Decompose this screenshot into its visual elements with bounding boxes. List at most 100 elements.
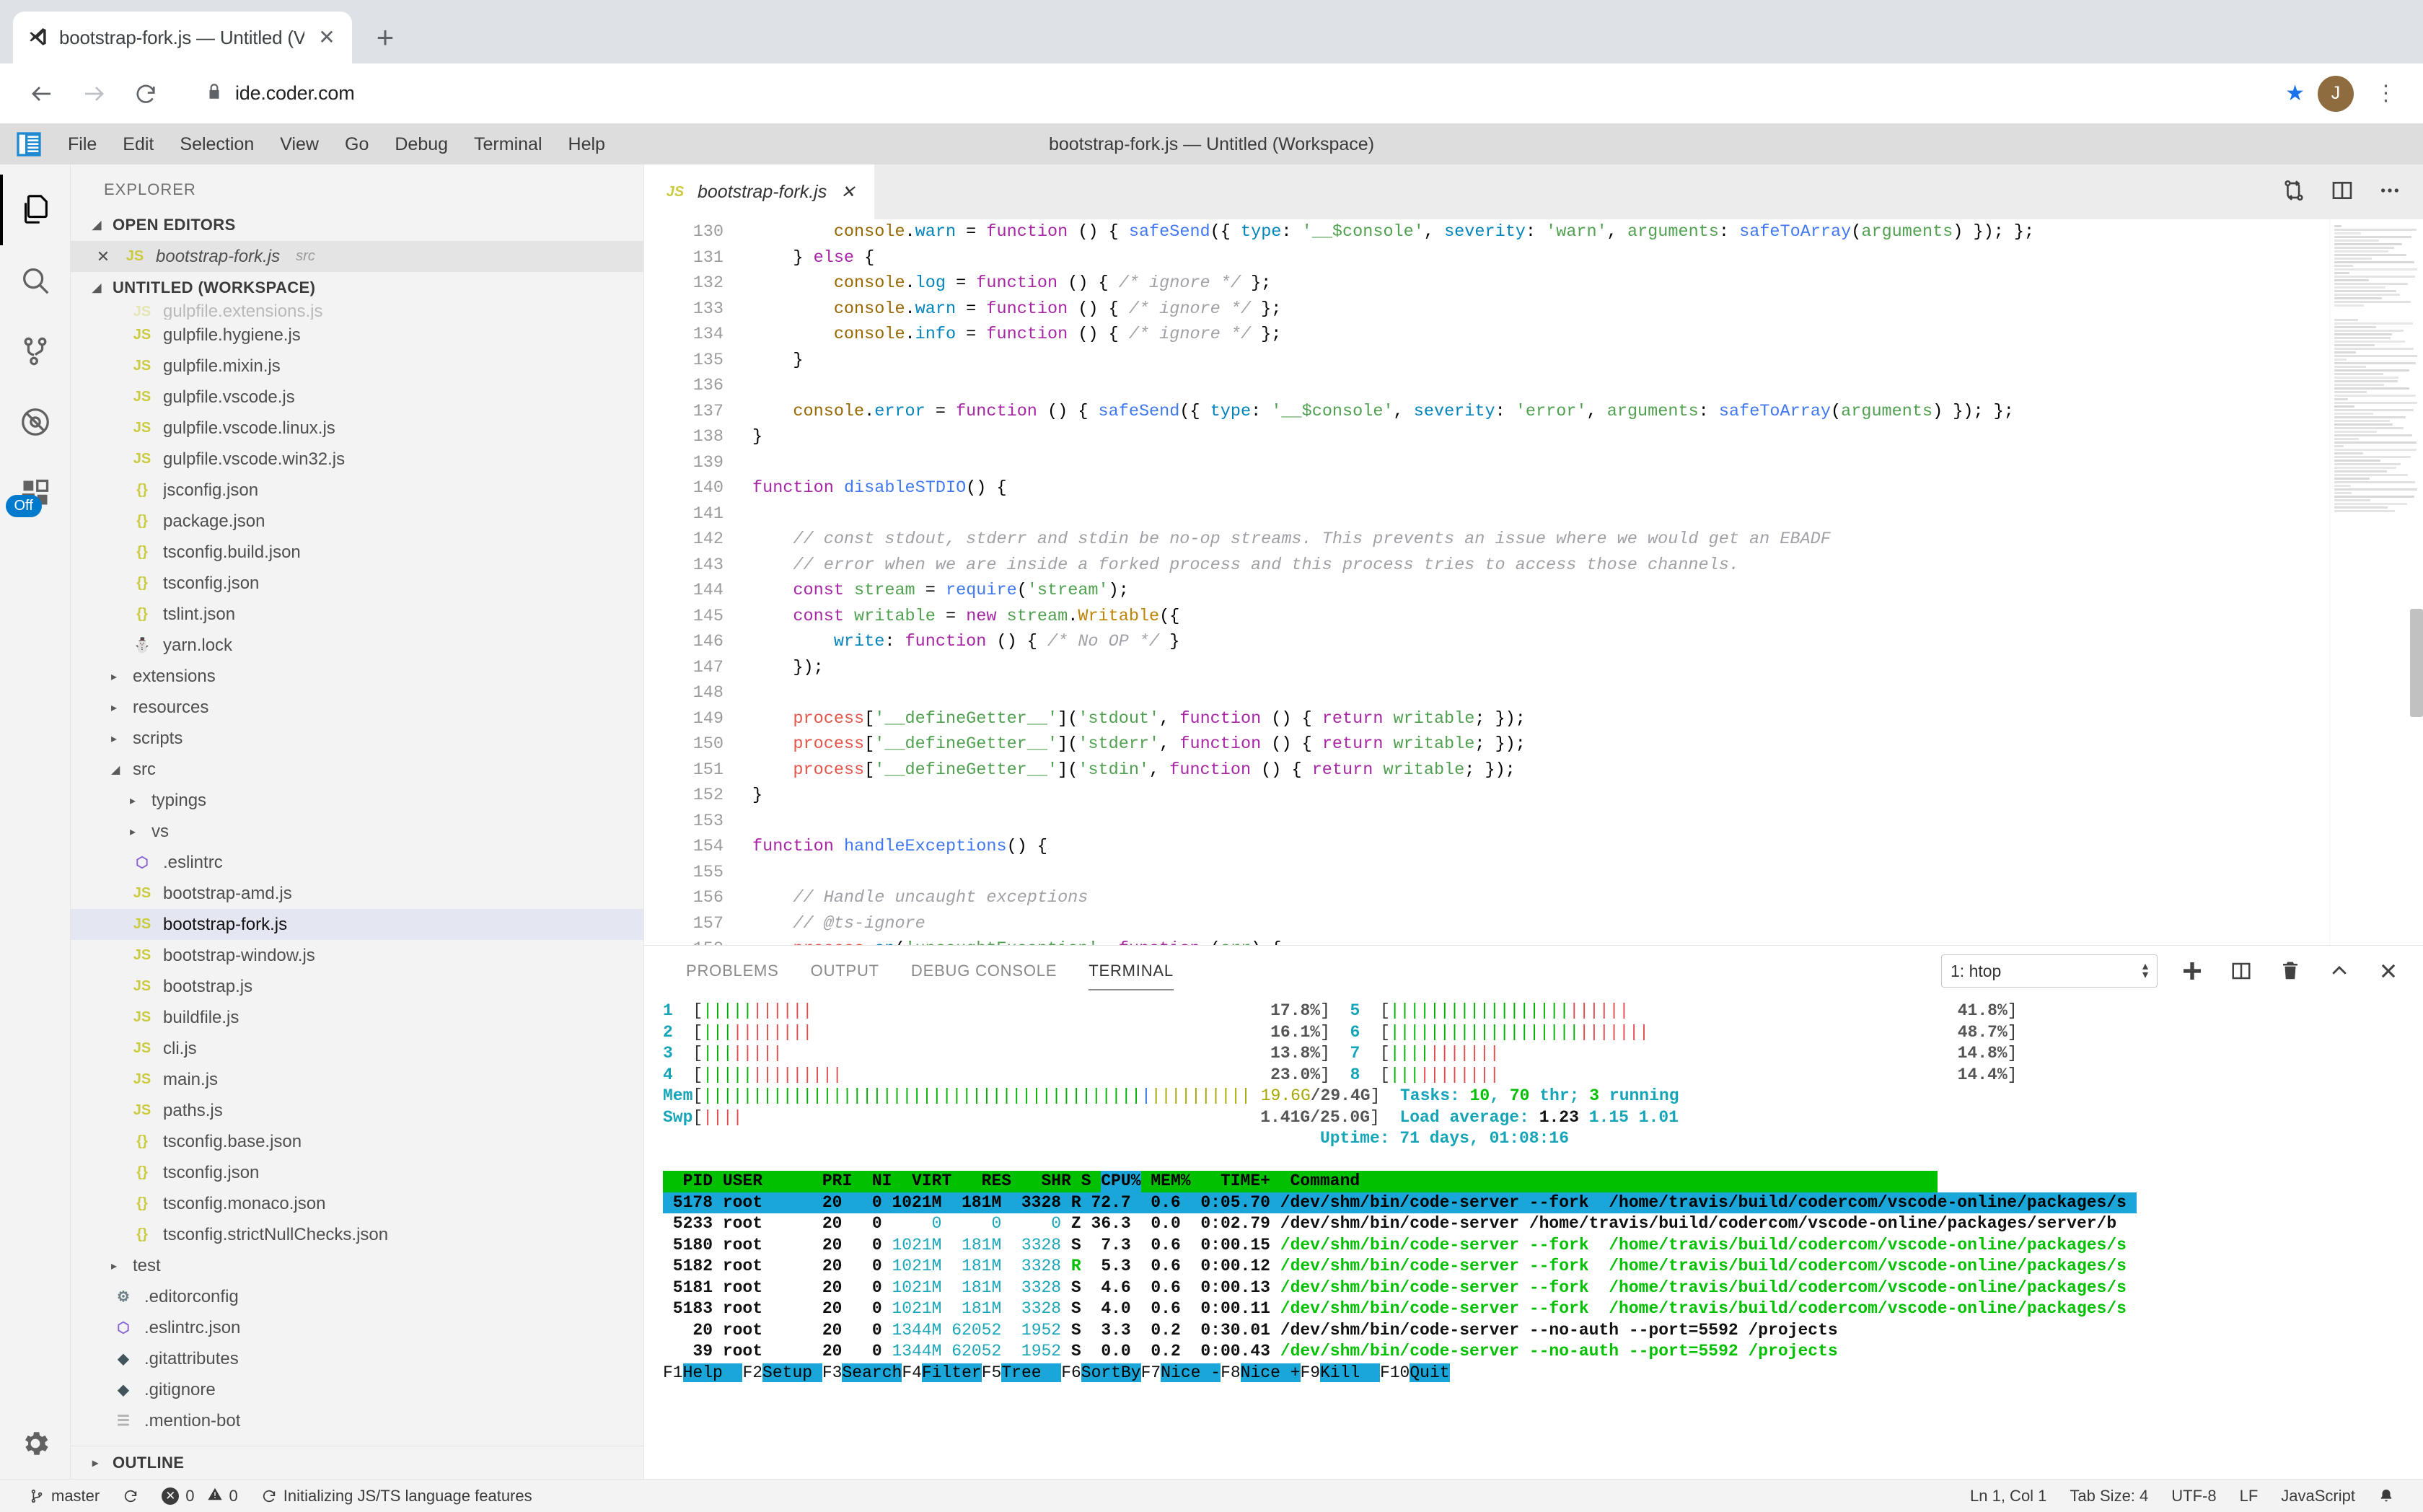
chevron-down-icon[interactable]: ◢ — [111, 763, 120, 776]
chevron-right-icon[interactable]: ▸ — [111, 670, 118, 683]
file-tree-row[interactable]: ▸ typings — [71, 785, 643, 816]
open-editor-row[interactable]: ✕ JS bootstrap-fork.js src — [71, 241, 643, 272]
chevron-right-icon[interactable]: ▸ — [111, 1260, 118, 1273]
file-tree-row[interactable]: {} tsconfig.monaco.json — [71, 1188, 643, 1219]
status-task[interactable]: Initializing JS/TS language features — [250, 1480, 544, 1512]
file-tree-row[interactable]: ▸ resources — [71, 692, 643, 723]
terminal-select[interactable]: 1: htop ▴ ▾ — [1941, 954, 2158, 988]
file-tree-row[interactable]: JS paths.js — [71, 1095, 643, 1126]
new-terminal-icon[interactable] — [2178, 957, 2207, 985]
bell-icon[interactable] — [2367, 1480, 2406, 1512]
menu-go[interactable]: Go — [345, 134, 369, 154]
file-tree-row[interactable]: {} tsconfig.json — [71, 1157, 643, 1188]
chevron-right-icon[interactable]: ▸ — [130, 825, 136, 838]
forward-icon[interactable] — [71, 71, 117, 117]
code-content[interactable]: 130 console.warn = function () { safeSen… — [692, 222, 2035, 945]
file-tree-row[interactable]: ◆ .gitattributes — [71, 1343, 643, 1374]
file-tree-row[interactable]: {} tslint.json — [71, 599, 643, 630]
chevron-right-icon[interactable]: ▸ — [130, 794, 136, 807]
file-tree-row[interactable]: ⬡ .eslintrc — [71, 847, 643, 878]
file-tree[interactable]: JS gulpfile.extensions.js JS gulpfile.hygie… — [71, 304, 643, 1446]
sync-icon[interactable] — [111, 1480, 150, 1512]
status-language[interactable]: JavaScript — [2281, 1486, 2355, 1505]
file-tree-row[interactable]: ▸ scripts — [71, 723, 643, 754]
tab-terminal[interactable]: TERMINAL — [1089, 946, 1174, 996]
sidebar-item-debug[interactable] — [0, 387, 71, 457]
file-tree-row[interactable]: JS gulpfile.vscode.linux.js — [71, 413, 643, 444]
new-tab-button[interactable]: + — [376, 20, 395, 54]
maximize-panel-icon[interactable] — [2325, 957, 2354, 985]
sidebar-item-search[interactable] — [0, 245, 71, 316]
kill-terminal-icon[interactable] — [2276, 957, 2305, 985]
bookmark-star-icon[interactable]: ★ — [2285, 82, 2305, 105]
status-encoding[interactable]: UTF-8 — [2171, 1486, 2217, 1505]
file-tree-row[interactable]: ▸ test — [71, 1250, 643, 1281]
file-tree-row[interactable]: {} jsconfig.json — [71, 475, 643, 506]
address-bar[interactable]: ide.coder.com — [186, 71, 2269, 115]
section-outline[interactable]: ▸ OUTLINE — [71, 1446, 643, 1479]
file-tree-row[interactable]: ▸ vs — [71, 816, 643, 847]
terminal-output[interactable]: 1 [||||||||||| 17.8%] 5 [|||||||||||||||… — [644, 996, 2423, 1479]
back-icon[interactable] — [19, 71, 65, 117]
file-tree-row[interactable]: {} tsconfig.strictNullChecks.json — [71, 1219, 643, 1250]
section-workspace[interactable]: ◢ UNTITLED (WORKSPACE) — [71, 272, 643, 304]
tab-bootstrap-fork-js[interactable]: JS bootstrap-fork.js ✕ — [644, 164, 875, 219]
split-editor-icon[interactable] — [2331, 179, 2354, 206]
file-tree-row[interactable]: {} package.json — [71, 506, 643, 537]
tab-debug-console[interactable]: DEBUG CONSOLE — [910, 962, 1057, 980]
minimap[interactable] — [2329, 219, 2423, 945]
reload-icon[interactable] — [123, 71, 169, 117]
code-scroll-area[interactable]: 130 console.warn = function () { safeSen… — [644, 219, 2329, 945]
tab-output[interactable]: OUTPUT — [810, 962, 879, 980]
file-tree-row[interactable]: ◆ .gitignore — [71, 1374, 643, 1405]
status-problems[interactable]: ✕ 0 0 — [150, 1480, 250, 1512]
menu-view[interactable]: View — [280, 134, 319, 154]
file-tree-row[interactable]: JS gulpfile.hygiene.js — [71, 320, 643, 351]
more-actions-icon[interactable] — [2378, 179, 2401, 206]
file-tree-row[interactable]: JS main.js — [71, 1064, 643, 1095]
close-panel-icon[interactable] — [2374, 957, 2403, 985]
sidebar-item-explorer[interactable] — [0, 175, 71, 245]
file-tree-row[interactable]: JS gulpfile.vscode.win32.js — [71, 444, 643, 475]
file-tree-row[interactable]: JS bootstrap.js — [71, 971, 643, 1002]
file-tree-row[interactable]: {} tsconfig.base.json — [71, 1126, 643, 1157]
menu-help[interactable]: Help — [568, 134, 605, 154]
sidebar-item-extensions[interactable]: Off — [0, 457, 71, 528]
file-tree-row[interactable]: ⛄ yarn.lock — [71, 630, 643, 661]
menu-debug[interactable]: Debug — [395, 134, 449, 154]
browser-menu-icon[interactable]: ⋮ — [2375, 82, 2398, 105]
avatar[interactable]: J — [2318, 75, 2354, 112]
close-icon[interactable]: ✕ — [318, 26, 335, 48]
file-tree-row[interactable]: JS cli.js — [71, 1033, 643, 1064]
section-open-editors[interactable]: ◢ OPEN EDITORS — [71, 209, 643, 241]
vertical-scrollbar[interactable] — [2410, 609, 2423, 717]
menu-terminal[interactable]: Terminal — [474, 134, 542, 154]
file-tree-row[interactable]: ⚙ .editorconfig — [71, 1281, 643, 1312]
status-eol[interactable]: LF — [2239, 1486, 2259, 1505]
menu-file[interactable]: File — [68, 134, 97, 154]
file-tree-row[interactable]: JS bootstrap-window.js — [71, 940, 643, 971]
file-tree-row[interactable]: JS bootstrap-amd.js — [71, 878, 643, 909]
file-tree-row[interactable]: {} tsconfig.build.json — [71, 537, 643, 568]
split-terminal-icon[interactable] — [2227, 957, 2256, 985]
status-position[interactable]: Ln 1, Col 1 — [1970, 1486, 2047, 1505]
browser-tab[interactable]: bootstrap-fork.js — Untitled (V ✕ — [13, 12, 352, 63]
chevron-right-icon[interactable]: ▸ — [111, 732, 118, 745]
file-tree-row[interactable]: JS gulpfile.extensions.js — [71, 304, 643, 320]
open-changes-icon[interactable] — [2282, 178, 2306, 206]
status-branch[interactable]: master — [17, 1480, 111, 1512]
file-tree-row[interactable]: ▸ extensions — [71, 661, 643, 692]
file-tree-row[interactable]: JS bootstrap-fork.js — [71, 909, 643, 940]
file-tree-row[interactable]: {} tsconfig.json — [71, 568, 643, 599]
tab-problems[interactable]: PROBLEMS — [686, 962, 779, 980]
code-editor[interactable]: 130 console.warn = function () { safeSen… — [644, 219, 2423, 945]
file-tree-row[interactable]: ☰ .mention-bot — [71, 1405, 643, 1436]
close-icon[interactable]: ✕ — [840, 182, 856, 202]
chevron-right-icon[interactable]: ▸ — [111, 701, 118, 714]
file-tree-row[interactable]: JS gulpfile.mixin.js — [71, 351, 643, 382]
file-tree-row[interactable]: ◢ src — [71, 754, 643, 785]
file-tree-row[interactable]: JS gulpfile.vscode.js — [71, 382, 643, 413]
status-tabsize[interactable]: Tab Size: 4 — [2070, 1486, 2149, 1505]
sidebar-item-source-control[interactable] — [0, 316, 71, 387]
menu-edit[interactable]: Edit — [123, 134, 154, 154]
